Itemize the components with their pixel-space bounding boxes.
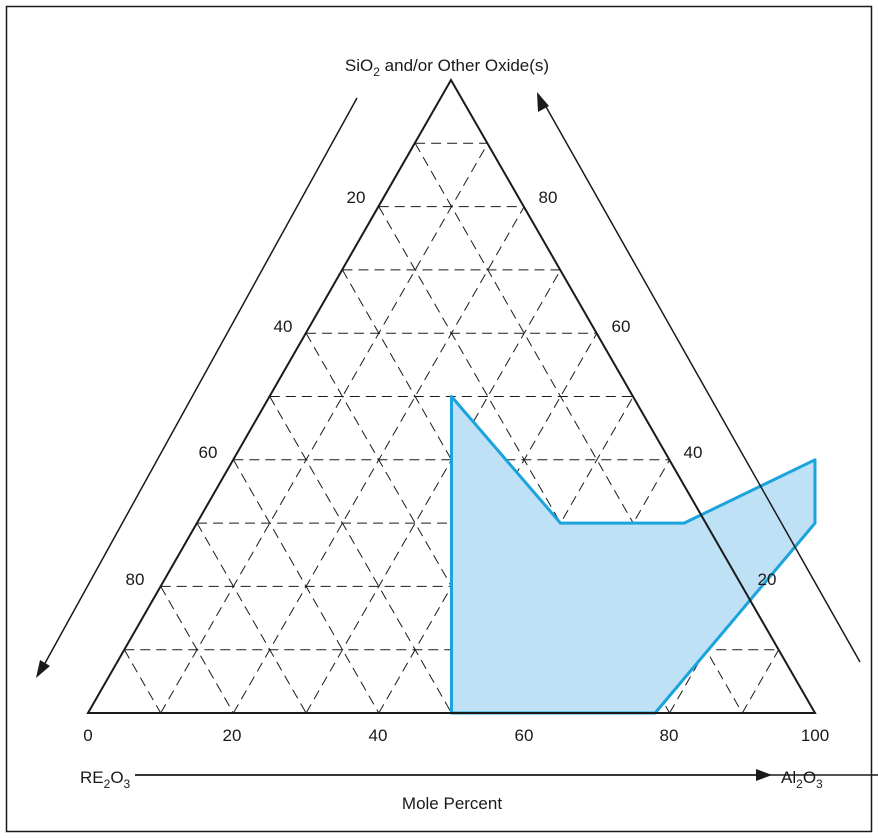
left-tick-40: 40	[274, 317, 293, 336]
grid-line-re2o3-20	[160, 586, 234, 714]
right-tick-80: 80	[539, 188, 558, 207]
mole-percent-label: Mole Percent	[402, 794, 502, 813]
bottom-tick-100: 100	[801, 726, 829, 745]
left-tick-20: 20	[347, 188, 366, 207]
triangle-outline	[86, 77, 817, 714]
grid-line-al2o3-10	[160, 143, 489, 714]
bottom-tick-60: 60	[515, 726, 534, 745]
bottom-tick-20: 20	[223, 726, 242, 745]
composition-region	[450, 395, 817, 715]
bottom-arrow-line	[135, 769, 772, 781]
grid-line-al2o3-30	[305, 269, 561, 714]
right-tick-20: 20	[758, 570, 777, 589]
grid-line-re2o3-60	[305, 332, 525, 714]
grid-line-re2o3-30	[196, 522, 307, 714]
right-tick-40: 40	[684, 443, 703, 462]
left-arrow	[36, 97, 358, 678]
grid-line-re2o3-50	[269, 396, 452, 714]
top-vertex-label: SiO2 and/or Other Oxide(s)	[345, 56, 549, 79]
right-arrow	[537, 92, 861, 663]
left-tick-80: 80	[126, 570, 145, 589]
left-vertex-label: RE2O3	[80, 768, 131, 791]
bottom-tick-40: 40	[369, 726, 388, 745]
grid-line-al2o3-90	[741, 649, 780, 714]
frame-border	[5, 5, 873, 833]
grid-line-re2o3-40	[232, 459, 380, 714]
left-tick-60: 60	[199, 443, 218, 462]
right-tick-60: 60	[612, 317, 631, 336]
right-vertex-label: Al2O3	[781, 768, 823, 791]
grid-line-re2o3-10	[123, 649, 162, 714]
bottom-tick-0: 0	[83, 726, 92, 745]
bottom-tick-80: 80	[660, 726, 679, 745]
